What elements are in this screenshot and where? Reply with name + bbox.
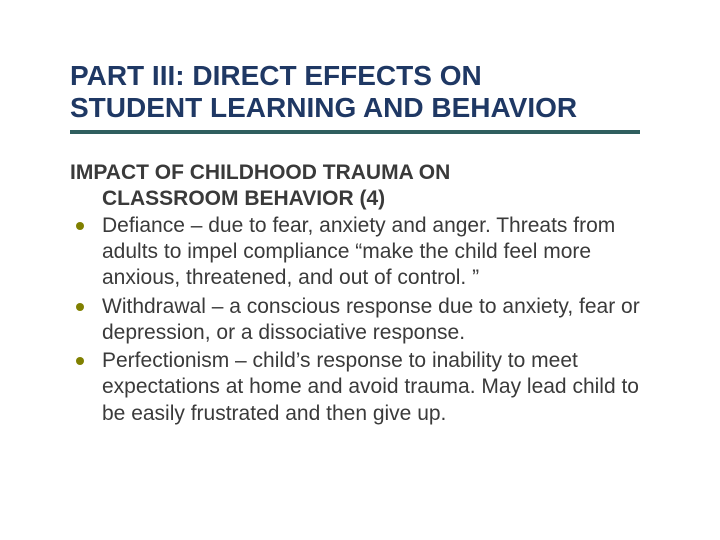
subtitle-line-1: IMPACT OF CHILDHOOD TRAUMA ON [70,161,450,184]
list-item: Defiance – due to fear, anxiety and ange… [76,213,660,292]
slide-subtitle: IMPACT OF CHILDHOOD TRAUMA ON CLASSROOM … [70,160,660,210]
subtitle-line-2: CLASSROOM BEHAVIOR (4) [70,186,660,211]
bullet-text: Defiance – due to fear, anxiety and ange… [102,214,615,290]
slide-title: PART III: DIRECT EFFECTS ON STUDENT LEAR… [70,60,660,124]
bullet-icon [76,222,84,230]
bullet-text: Withdrawal – a conscious response due to… [102,295,640,344]
bullet-icon [76,303,84,311]
list-item: Withdrawal – a conscious response due to… [76,294,660,347]
bullet-text: Perfectionism – child’s response to inab… [102,349,639,425]
title-block: PART III: DIRECT EFFECTS ON STUDENT LEAR… [70,60,660,124]
title-line-1: PART III: DIRECT EFFECTS ON [70,60,482,91]
bullet-icon [76,357,84,365]
bullet-list: Defiance – due to fear, anxiety and ange… [70,213,660,427]
title-line-2: STUDENT LEARNING AND BEHAVIOR [70,92,577,123]
slide: PART III: DIRECT EFFECTS ON STUDENT LEAR… [0,0,720,540]
list-item: Perfectionism – child’s response to inab… [76,348,660,427]
title-underline [70,130,640,134]
